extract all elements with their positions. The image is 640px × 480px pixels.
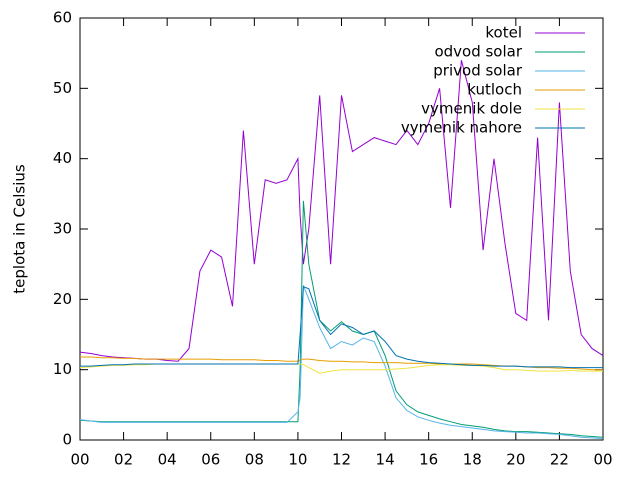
x-tick-label: 02 xyxy=(114,451,133,469)
x-tick-label: 12 xyxy=(332,451,351,469)
x-tick-label: 20 xyxy=(506,451,525,469)
legend-label: vymenik nahore xyxy=(401,119,522,137)
x-tick-label: 16 xyxy=(419,451,438,469)
x-tick-label: 22 xyxy=(550,451,569,469)
legend-label: kotel xyxy=(485,24,522,42)
x-tick-label: 14 xyxy=(376,451,395,469)
series-line xyxy=(79,200,604,438)
legend-label: odvod solar xyxy=(434,43,522,61)
y-tick-label: 40 xyxy=(53,149,72,167)
plot-border xyxy=(79,17,604,441)
legend-label: vymenik dole xyxy=(421,100,522,118)
y-tick-label: 10 xyxy=(53,360,72,378)
y-tick-label: 50 xyxy=(53,79,72,97)
series-line xyxy=(79,285,604,440)
x-tick-label: 04 xyxy=(158,451,177,469)
y-tick-label: 60 xyxy=(53,9,72,27)
legend-label: privod solar xyxy=(433,62,523,80)
legend-label: kutloch xyxy=(467,81,522,99)
y-tick-label: 30 xyxy=(53,220,72,238)
series-line xyxy=(79,60,604,362)
series-line xyxy=(80,285,603,369)
x-tick-label: 18 xyxy=(463,451,482,469)
x-tick-label: 00 xyxy=(70,451,89,469)
x-tick-label: 10 xyxy=(288,451,307,469)
x-tick-label: 08 xyxy=(245,451,264,469)
y-tick-label: 20 xyxy=(53,290,72,308)
x-tick-label: 06 xyxy=(201,451,220,469)
x-tick-label: 00 xyxy=(593,451,612,469)
y-tick-label: 0 xyxy=(62,431,72,449)
y-axis-label: teplota in Celsius xyxy=(11,164,29,294)
